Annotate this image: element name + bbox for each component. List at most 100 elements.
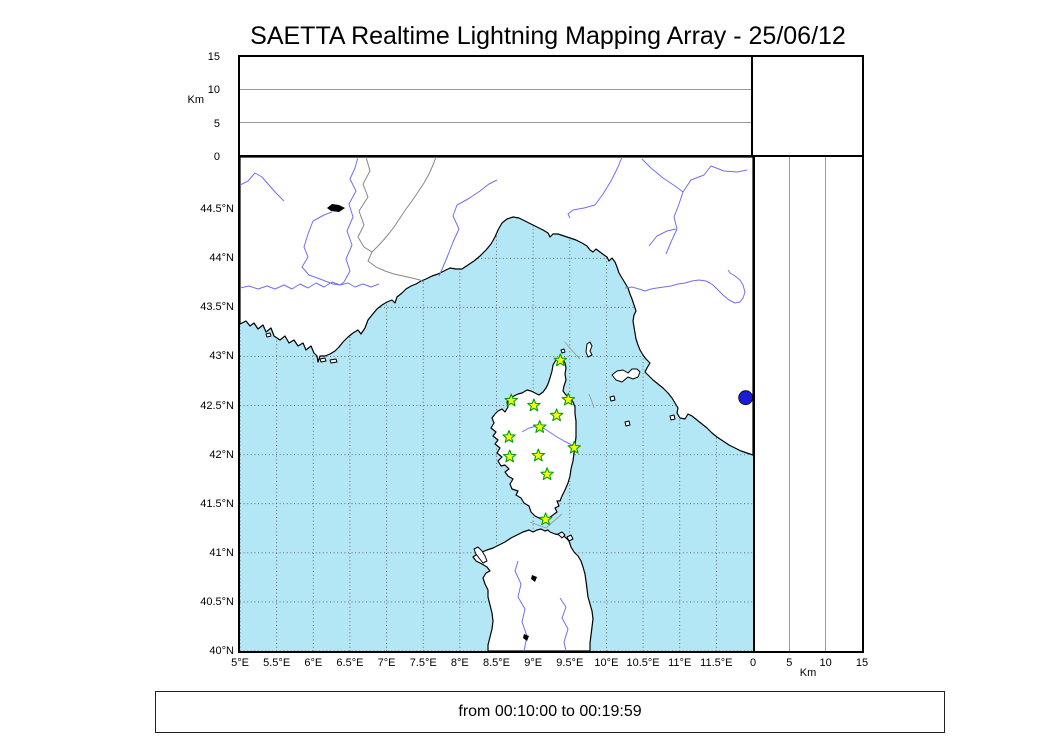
lat-tick-label: 41°N <box>209 546 234 559</box>
country-border-lines <box>357 157 437 283</box>
marine-line-cap-corse <box>564 341 581 360</box>
marine-boundary-lines <box>529 341 595 529</box>
small-islands <box>265 332 676 564</box>
island-capraia <box>585 341 593 358</box>
lon-tick-label: 8°E <box>450 657 469 669</box>
river-var <box>438 179 498 277</box>
altitude-gridline-5km <box>240 122 753 123</box>
lon-tick-label: 7°E <box>377 657 396 669</box>
altitude-tick-label-bottom: 0 <box>749 657 757 669</box>
lat-tick-label: 42.5°N <box>200 399 234 412</box>
island-maddalena-2 <box>566 534 574 542</box>
marine-line-bonifacio <box>529 513 563 529</box>
lake-sardinia-1 <box>531 575 537 582</box>
altitude-tick-label-left: 0 <box>213 151 220 163</box>
lon-tick-label: 8.5°E <box>482 657 511 669</box>
river-durance-upper <box>301 211 341 286</box>
lakes <box>327 204 537 641</box>
station-star-marker <box>540 467 554 481</box>
lat-tick-label: 44°N <box>209 252 234 265</box>
altitude-tick-label-left: 5 <box>213 117 220 130</box>
river-po-trib-stem <box>665 191 684 255</box>
lon-tick-label: 6.5°E <box>336 657 364 669</box>
island-maddalena-1 <box>557 531 566 539</box>
marine-line-east-corsica <box>588 393 595 409</box>
station-star-marker <box>527 398 541 412</box>
lon-tick-label: 5.5°E <box>263 657 291 669</box>
mainland-coast <box>240 157 753 456</box>
island-hyeres-2 <box>329 358 338 364</box>
island-montecristo <box>624 420 631 427</box>
lon-tick-label: 11°E <box>668 657 692 669</box>
station-star-marker <box>504 393 518 407</box>
lake-sardinia-2 <box>523 634 529 641</box>
river-durance-lower <box>240 281 341 290</box>
lon-tick-label: 10°E <box>594 657 619 669</box>
river-po-trib-2 <box>682 165 748 193</box>
river-durance-east <box>339 282 380 288</box>
station-star-marker <box>502 429 516 443</box>
island-hyeres-1 <box>319 357 327 363</box>
lon-tick-label: 10.5°E <box>626 657 660 669</box>
island-elba <box>611 368 641 383</box>
time-range-text: from 00:10:00 to 00:19:59 <box>458 703 642 720</box>
border-branch <box>371 157 437 253</box>
lon-tick-label: 9°E <box>524 657 543 669</box>
station-star-marker <box>538 512 553 526</box>
corner-panel <box>751 55 864 159</box>
river-sardinia-2 <box>559 597 569 651</box>
river-po-trib-branch <box>648 228 677 247</box>
river-sardinia-1 <box>514 560 528 651</box>
lat-tick-label: 42°N <box>209 448 234 461</box>
rivers <box>240 157 748 651</box>
lat-tick-label: 41.5°N <box>200 497 234 510</box>
map-canvas <box>240 157 753 651</box>
island-sardinia <box>472 528 594 651</box>
altitude-longitude-panel <box>238 55 755 159</box>
altitude-tick-label-left: 10 <box>207 84 220 97</box>
island-asinara <box>473 546 488 564</box>
river-arno <box>624 269 746 304</box>
lake-bolsena <box>738 390 753 406</box>
station-star-marker <box>549 408 564 422</box>
altitude-tick-label-bottom: 15 <box>855 657 869 669</box>
river-po-trib-1 <box>641 158 684 193</box>
station-star-marker <box>561 392 576 406</box>
page-title: SAETTA Realtime Lightning Mapping Array … <box>250 22 846 50</box>
altitude-axis-unit-left: Km <box>187 94 205 106</box>
lat-tick-label: 43.5°N <box>200 301 234 314</box>
altitude-gridline-10km-vertical <box>825 157 826 651</box>
lon-tick-label: 9.5°E <box>556 657 584 669</box>
map-panel <box>238 155 755 653</box>
river-golo <box>521 425 575 447</box>
lake-serre-poncon <box>327 204 345 212</box>
altitude-latitude-panel <box>751 155 864 653</box>
island-giraglia <box>560 348 566 354</box>
island-pianosa <box>609 395 616 402</box>
altitude-tick-label-left: 15 <box>207 51 220 63</box>
altitude-gridline-10km <box>240 89 753 90</box>
lat-tick-label: 44.5°N <box>200 203 234 216</box>
altitude-gridline-5km-vertical <box>789 157 790 651</box>
lon-tick-label: 6°E <box>304 657 323 669</box>
lat-tick-label: 43°N <box>209 350 234 363</box>
river-france-1 <box>240 172 285 202</box>
station-star-marker <box>532 420 547 433</box>
station-star-marker <box>567 440 581 454</box>
island-frioul <box>265 332 272 338</box>
lat-tick-label: 40°N <box>209 645 234 657</box>
river-liguria <box>567 157 623 219</box>
lat-tick-label: 40.5°N <box>200 595 234 608</box>
river-france-2 <box>339 157 359 286</box>
station-star-marker <box>502 449 517 463</box>
station-star-marker <box>553 353 568 367</box>
lon-tick-label: 11.5°E <box>700 657 733 669</box>
island-giglio <box>669 414 676 421</box>
altitude-tick-label-bottom: 10 <box>819 657 832 669</box>
lon-tick-label: 5°E <box>231 657 249 669</box>
station-star-marker <box>531 448 546 462</box>
station-markers <box>502 353 581 526</box>
lon-tick-label: 7.5°E <box>409 657 437 669</box>
altitude-axis-unit-bottom: Km <box>799 667 817 679</box>
